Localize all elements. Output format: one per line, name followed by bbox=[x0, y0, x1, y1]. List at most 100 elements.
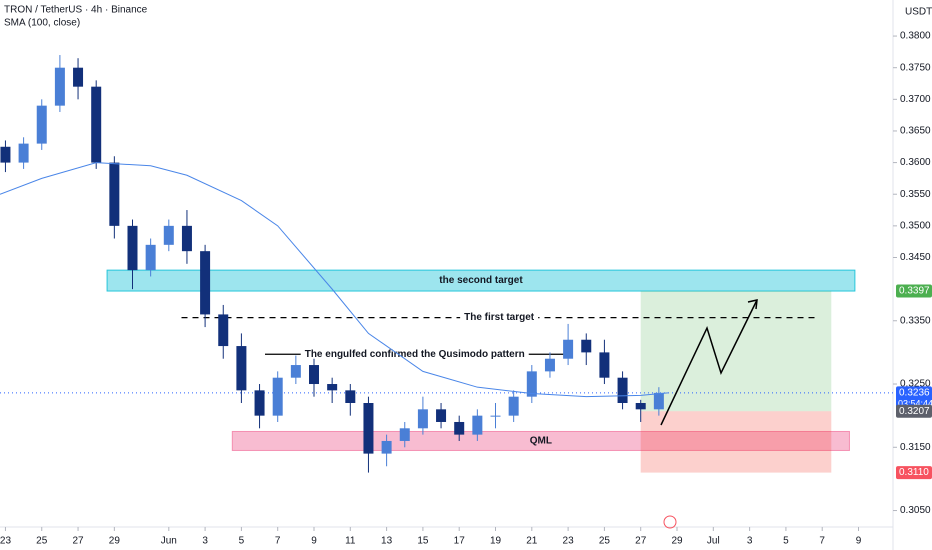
candle-body bbox=[200, 251, 211, 315]
y-tick-label: 0.3050 bbox=[900, 505, 931, 516]
y-tick-label: 0.3700 bbox=[900, 94, 931, 105]
candle-body bbox=[563, 339, 574, 359]
x-tick-label: 27 bbox=[72, 536, 84, 547]
candle-body bbox=[272, 377, 283, 416]
candle-body bbox=[218, 314, 229, 347]
label-bg bbox=[460, 311, 539, 324]
zone-label: the second target bbox=[439, 275, 523, 286]
candle-body bbox=[617, 377, 628, 403]
candle-body bbox=[490, 415, 501, 417]
zone-label: QML bbox=[530, 436, 552, 447]
candle-body bbox=[653, 392, 664, 410]
x-tick-label: 17 bbox=[454, 536, 466, 547]
candle-body bbox=[581, 339, 592, 353]
zone bbox=[640, 411, 832, 473]
chart-subtitle: SMA (100, close) bbox=[4, 18, 80, 29]
x-tick-label: 27 bbox=[635, 536, 647, 547]
y-tick-label: 0.3750 bbox=[900, 62, 931, 73]
arrow-head bbox=[747, 299, 758, 310]
y-tick-label: 0.3550 bbox=[900, 189, 931, 200]
event-icon bbox=[663, 515, 677, 529]
x-tick-label: Jun bbox=[161, 536, 177, 547]
x-tick-label: 15 bbox=[417, 536, 429, 547]
candle-body bbox=[345, 390, 356, 403]
x-tick-label: 19 bbox=[490, 536, 502, 547]
projection-arrow bbox=[660, 299, 758, 426]
sma-line bbox=[0, 162, 668, 398]
x-tick-label: Jul bbox=[707, 536, 720, 547]
candle-body bbox=[127, 225, 138, 271]
y-tick-label: 0.3600 bbox=[900, 157, 931, 168]
x-tick-label: 21 bbox=[526, 536, 538, 547]
candle-body bbox=[544, 358, 555, 372]
annotation-label: The first target bbox=[464, 312, 535, 323]
candle-body bbox=[18, 143, 29, 163]
x-tick-label: 9 bbox=[856, 536, 862, 547]
x-tick-label: 13 bbox=[381, 536, 393, 547]
candle-body bbox=[0, 146, 11, 163]
price-badge bbox=[896, 404, 932, 418]
countdown: 03:54:44 bbox=[898, 398, 932, 408]
x-tick-label: 5 bbox=[239, 536, 245, 547]
candle-body bbox=[436, 409, 447, 422]
zone bbox=[640, 291, 832, 412]
x-tick-label: 29 bbox=[671, 536, 683, 547]
candle-body bbox=[236, 346, 247, 391]
y-tick-label: 0.3650 bbox=[900, 126, 931, 137]
label-bg bbox=[300, 348, 529, 361]
x-tick-label: 23 bbox=[563, 536, 575, 547]
candle-body bbox=[73, 67, 84, 87]
x-tick-label: 23 bbox=[0, 536, 11, 547]
x-tick-label: 9 bbox=[311, 536, 317, 547]
candle-body bbox=[181, 225, 192, 252]
candle-body bbox=[91, 86, 102, 163]
y-tick-label: 0.3450 bbox=[900, 252, 931, 263]
candle-body bbox=[145, 244, 156, 271]
x-tick-label: 25 bbox=[599, 536, 611, 547]
y-tick-label: 0.3250 bbox=[900, 379, 931, 390]
candle-body bbox=[309, 365, 320, 385]
x-tick-label: 11 bbox=[345, 536, 356, 547]
candle-body bbox=[472, 415, 483, 435]
x-tick-label: 7 bbox=[819, 536, 825, 547]
x-tick-label: 3 bbox=[747, 536, 753, 547]
price-badge-label: 0.3110 bbox=[899, 467, 929, 478]
x-tick-label: 7 bbox=[275, 536, 281, 547]
y-tick-label: 0.3150 bbox=[900, 442, 931, 453]
candle-body bbox=[54, 67, 65, 106]
candle-body bbox=[399, 428, 410, 441]
y-tick-label: 0.3350 bbox=[900, 315, 931, 326]
candle-body bbox=[363, 403, 374, 454]
price-badge-label: 0.3207 bbox=[899, 406, 930, 417]
x-tick-label: 29 bbox=[109, 536, 121, 547]
price-badge-label: 0.3397 bbox=[899, 286, 930, 297]
currency: USDT bbox=[905, 7, 932, 18]
candle-body bbox=[635, 403, 646, 410]
candle-body bbox=[381, 440, 392, 454]
price-badge bbox=[896, 466, 932, 480]
x-tick-label: 25 bbox=[36, 536, 48, 547]
y-tick-label: 0.3800 bbox=[900, 31, 931, 42]
chart-title: TRON / TetherUS · 4h · Binance bbox=[4, 5, 148, 16]
candle-body bbox=[254, 390, 265, 416]
plot: the second target QML The first target The … bbox=[0, 55, 893, 473]
candle-body bbox=[163, 225, 174, 245]
price-badge bbox=[896, 284, 932, 298]
candle-body bbox=[417, 409, 428, 429]
candle-body bbox=[290, 365, 301, 378]
price-badge bbox=[896, 386, 932, 411]
candle-body bbox=[526, 371, 537, 397]
x-tick-label: 3 bbox=[202, 536, 208, 547]
annotation-label: The engulfed confirmed the Qusimodo patt… bbox=[305, 349, 525, 360]
price-badge-label: 0.3236 bbox=[899, 388, 930, 399]
candle-body bbox=[454, 421, 465, 435]
candle-body bbox=[327, 384, 338, 391]
x-tick-label: 5 bbox=[783, 536, 789, 547]
candle-body bbox=[508, 396, 519, 416]
zone bbox=[106, 269, 856, 292]
candle-body bbox=[109, 162, 120, 226]
y-tick-label: 0.3500 bbox=[900, 220, 931, 231]
candle-body bbox=[599, 352, 610, 378]
